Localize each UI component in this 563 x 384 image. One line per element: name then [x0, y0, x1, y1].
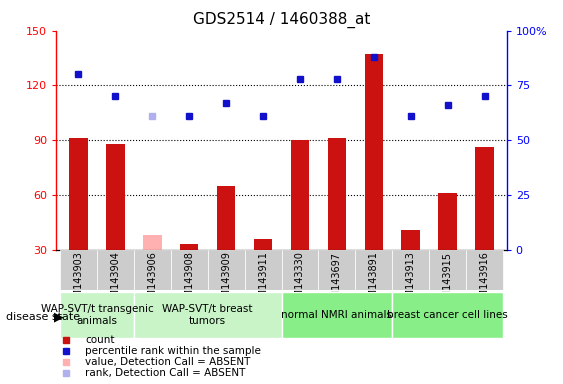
Text: GSM143908: GSM143908 — [184, 252, 194, 311]
Bar — [392, 250, 429, 290]
Bar — [134, 292, 282, 338]
Text: WAP-SVT/t breast
tumors: WAP-SVT/t breast tumors — [162, 304, 253, 326]
Bar — [134, 250, 171, 290]
Text: GSM143915: GSM143915 — [443, 252, 453, 311]
Text: GSM143913: GSM143913 — [406, 252, 415, 311]
Text: normal NMRI animals: normal NMRI animals — [282, 310, 392, 320]
Bar — [60, 250, 97, 290]
Bar — [254, 239, 272, 250]
Bar — [208, 250, 244, 290]
Title: GDS2514 / 1460388_at: GDS2514 / 1460388_at — [193, 12, 370, 28]
Bar — [282, 292, 392, 338]
Bar — [355, 250, 392, 290]
Bar — [365, 55, 383, 250]
Bar — [60, 292, 134, 338]
Text: GSM143697: GSM143697 — [332, 252, 342, 311]
Bar — [282, 250, 319, 290]
Text: GSM143330: GSM143330 — [295, 252, 305, 311]
Text: value, Detection Call = ABSENT: value, Detection Call = ABSENT — [85, 357, 251, 367]
Bar — [328, 138, 346, 250]
Bar — [466, 250, 503, 290]
Text: GSM143909: GSM143909 — [221, 252, 231, 311]
Text: GSM143911: GSM143911 — [258, 252, 268, 311]
Bar — [97, 250, 134, 290]
Bar — [392, 292, 503, 338]
Bar — [143, 235, 162, 250]
Bar — [291, 140, 309, 250]
Bar — [217, 186, 235, 250]
Bar — [244, 250, 282, 290]
Text: GSM143903: GSM143903 — [73, 252, 83, 311]
Bar — [69, 138, 88, 250]
Text: GSM143891: GSM143891 — [369, 252, 379, 311]
Text: percentile rank within the sample: percentile rank within the sample — [85, 346, 261, 356]
Text: GSM143904: GSM143904 — [110, 252, 120, 311]
Bar — [180, 244, 198, 250]
Text: WAP-SVT/t transgenic
animals: WAP-SVT/t transgenic animals — [41, 304, 153, 326]
Text: count: count — [85, 335, 114, 345]
Bar — [401, 230, 420, 250]
Text: GSM143906: GSM143906 — [148, 252, 157, 311]
Bar — [439, 193, 457, 250]
Bar — [475, 147, 494, 250]
Bar — [171, 250, 208, 290]
Text: ▶: ▶ — [53, 310, 63, 323]
Text: breast cancer cell lines: breast cancer cell lines — [387, 310, 508, 320]
Bar — [319, 250, 355, 290]
Text: disease state: disease state — [6, 312, 80, 322]
Bar — [429, 250, 466, 290]
Text: rank, Detection Call = ABSENT: rank, Detection Call = ABSENT — [85, 368, 245, 378]
Bar — [106, 144, 124, 250]
Text: GSM143916: GSM143916 — [480, 252, 490, 311]
